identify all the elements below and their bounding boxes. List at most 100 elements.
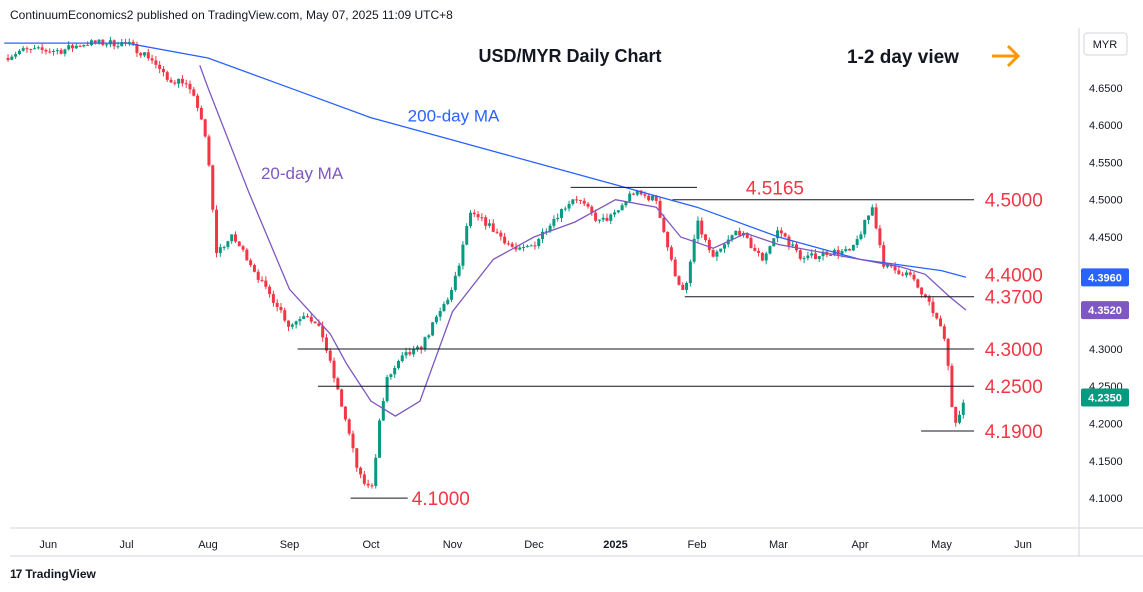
y-tick-label: 4.3000 bbox=[1089, 344, 1123, 356]
candle-body bbox=[855, 239, 859, 246]
currency-box bbox=[1083, 32, 1128, 56]
candle-body bbox=[927, 296, 931, 302]
candle-body bbox=[101, 39, 105, 45]
y-tick-label: 4.5500 bbox=[1089, 157, 1123, 169]
x-tick-label: Jun bbox=[1014, 539, 1032, 551]
candle-body bbox=[150, 58, 154, 61]
candle-body bbox=[654, 195, 658, 201]
candle-body bbox=[268, 286, 272, 295]
candle-body bbox=[336, 378, 340, 390]
candle-body bbox=[848, 249, 852, 251]
level-label: 4.1000 bbox=[412, 489, 470, 510]
candle-body bbox=[230, 234, 234, 242]
candle-body bbox=[74, 45, 78, 49]
candle-body bbox=[734, 230, 738, 236]
candle-body bbox=[408, 352, 412, 355]
candle-body bbox=[427, 335, 431, 338]
candle-body bbox=[817, 256, 821, 260]
candle-body bbox=[810, 253, 814, 256]
candle-body bbox=[768, 246, 772, 254]
candle-body bbox=[885, 264, 889, 267]
candle-body bbox=[241, 246, 245, 250]
candle-body bbox=[457, 265, 461, 276]
candle-body bbox=[173, 82, 177, 84]
price-badge bbox=[1081, 388, 1129, 407]
candle-body bbox=[650, 195, 654, 201]
currency-label: MYR bbox=[1093, 39, 1118, 51]
candle-body bbox=[55, 50, 59, 52]
published-caption: ContinuumEconomics2 published on Trading… bbox=[10, 8, 453, 22]
candle-body bbox=[791, 244, 795, 246]
candle-body bbox=[613, 212, 617, 215]
x-tick-label: Apr bbox=[851, 539, 868, 551]
candle-body bbox=[760, 252, 764, 261]
candle-body bbox=[233, 234, 237, 242]
tradingview-brand[interactable]: 17 TradingView bbox=[10, 567, 96, 581]
ma20-line bbox=[199, 65, 967, 417]
candle-body bbox=[252, 265, 256, 272]
candle-body bbox=[400, 355, 404, 362]
x-tick-label: May bbox=[931, 539, 952, 551]
candle-body bbox=[237, 241, 241, 247]
candle-body bbox=[207, 136, 211, 166]
level-label: 4.4000 bbox=[985, 265, 1043, 286]
candle-body bbox=[829, 255, 833, 257]
candle-body bbox=[874, 207, 878, 229]
candle-body bbox=[700, 220, 704, 235]
price-badge-label: 4.3960 bbox=[1088, 272, 1122, 284]
candle-body bbox=[21, 48, 25, 51]
candle-body bbox=[518, 247, 522, 250]
candle-body bbox=[757, 250, 761, 253]
candle-body bbox=[351, 433, 355, 449]
candle-body bbox=[321, 325, 325, 338]
candle-body bbox=[226, 241, 230, 247]
candle-body bbox=[139, 53, 143, 56]
candle-body bbox=[806, 255, 810, 259]
candle-body bbox=[97, 39, 101, 43]
candle-body bbox=[78, 45, 82, 47]
candle-body bbox=[802, 258, 806, 260]
candle-body bbox=[529, 245, 533, 247]
candle-body bbox=[453, 275, 457, 291]
candle-body bbox=[707, 239, 711, 251]
x-tick-label: Sep bbox=[280, 539, 300, 551]
candle-body bbox=[738, 230, 742, 236]
candle-body bbox=[442, 304, 446, 312]
y-tick-label: 4.1000 bbox=[1089, 493, 1123, 505]
tradingview-logo-icon: 17 bbox=[10, 567, 22, 581]
candle-body bbox=[624, 201, 628, 206]
candle-body bbox=[681, 284, 685, 290]
candle-body bbox=[559, 209, 563, 218]
candle-body bbox=[912, 274, 916, 280]
candle-body bbox=[537, 239, 541, 247]
candle-body bbox=[450, 290, 454, 300]
candle-body bbox=[730, 235, 734, 240]
candle-body bbox=[86, 44, 90, 46]
candle-body bbox=[878, 228, 882, 246]
candle-body bbox=[17, 50, 21, 55]
candle-body bbox=[199, 107, 203, 120]
candle-body bbox=[495, 231, 499, 233]
candle-body bbox=[218, 247, 222, 254]
candle-body bbox=[563, 208, 567, 210]
x-tick-label: Feb bbox=[688, 539, 707, 551]
candle-body bbox=[393, 367, 397, 375]
candle-body bbox=[340, 389, 344, 407]
candle-body bbox=[779, 230, 783, 234]
chart-labels: 200-day MA 20-day MA USD/MYR Daily Chart 1-… bbox=[261, 44, 1021, 183]
candle-body bbox=[882, 245, 886, 267]
candle-body bbox=[897, 270, 901, 275]
candle-body bbox=[158, 64, 162, 69]
candle-body bbox=[904, 272, 908, 276]
candle-body bbox=[313, 321, 317, 324]
candle-body bbox=[798, 250, 802, 259]
candle-body bbox=[378, 420, 382, 458]
candle-body bbox=[374, 457, 378, 486]
candle-body bbox=[764, 253, 768, 261]
candle-body bbox=[939, 318, 943, 327]
candle-body bbox=[533, 245, 537, 247]
candle-body bbox=[749, 237, 753, 249]
candle-body bbox=[309, 316, 313, 322]
